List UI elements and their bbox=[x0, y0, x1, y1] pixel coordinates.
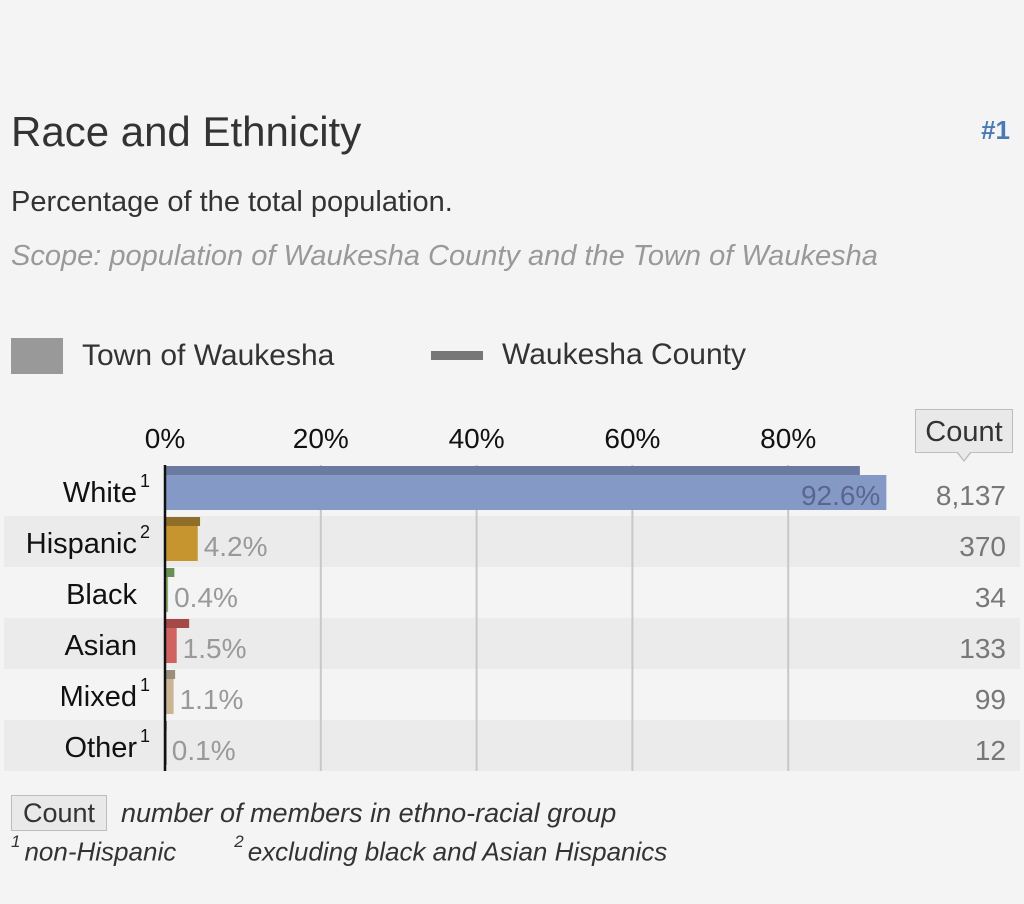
page-title: Race and Ethnicity bbox=[11, 108, 362, 155]
category-footnote-mark: 2 bbox=[140, 522, 150, 542]
category-label: Asian bbox=[64, 630, 137, 662]
footnote-1: 1 non-Hispanic bbox=[11, 832, 177, 868]
count-value: 12 bbox=[975, 735, 1006, 766]
footnote-count-desc: number of members in ethno-racial group bbox=[121, 797, 617, 828]
x-tick-label: 80% bbox=[760, 423, 816, 454]
row-stripe bbox=[4, 720, 1020, 771]
legend-county-label: Waukesha County bbox=[502, 338, 747, 371]
count-value: 8,137 bbox=[936, 480, 1006, 511]
footnote-2-text: excluding black and Asian Hispanics bbox=[247, 836, 668, 867]
row-stripe bbox=[4, 618, 1020, 669]
category-label: Black bbox=[66, 579, 137, 611]
footnote-1-mark: 1 bbox=[11, 832, 21, 851]
town-bar bbox=[165, 526, 198, 561]
chart-subtitle: Percentage of the total population. bbox=[11, 186, 453, 218]
footnote-2-mark: 2 bbox=[234, 832, 244, 851]
count-header-caret-fill bbox=[958, 452, 970, 460]
town-bar bbox=[165, 577, 169, 612]
category-footnote-mark: 1 bbox=[140, 471, 150, 491]
category-label: White bbox=[63, 477, 137, 509]
county-bar bbox=[165, 568, 175, 577]
rank-link[interactable]: #1 bbox=[981, 115, 1010, 145]
count-value: 34 bbox=[975, 582, 1006, 613]
county-bar bbox=[165, 466, 860, 475]
footnote-count: Count number of members in ethno-racial … bbox=[11, 795, 616, 831]
value-label: 0.4% bbox=[174, 582, 238, 613]
x-tick-label: 60% bbox=[604, 423, 660, 454]
value-label: 4.2% bbox=[204, 531, 268, 562]
town-bar bbox=[165, 679, 174, 714]
footnote-2: 2 excluding black and Asian Hispanics bbox=[234, 832, 668, 868]
chart-scope: Scope: population of Waukesha County and… bbox=[11, 240, 878, 272]
category-label: Mixed bbox=[60, 681, 137, 713]
legend-county-swatch bbox=[431, 350, 483, 360]
x-tick-label: 0% bbox=[145, 423, 185, 454]
footnote-count-badge: Count bbox=[11, 795, 107, 831]
count-value: 133 bbox=[959, 633, 1006, 664]
count-column-header[interactable]: Count bbox=[915, 409, 1013, 453]
count-value: 370 bbox=[959, 531, 1006, 562]
x-tick-label: 20% bbox=[293, 423, 349, 454]
value-label: 0.1% bbox=[172, 735, 236, 766]
county-bar bbox=[165, 517, 201, 526]
category-label: Hispanic bbox=[26, 528, 137, 560]
category-footnote-mark: 1 bbox=[140, 675, 150, 695]
legend-town-swatch bbox=[11, 338, 63, 374]
legend-county: Waukesha County bbox=[431, 338, 746, 372]
value-label: 1.5% bbox=[183, 633, 247, 664]
category-footnote-mark: 1 bbox=[140, 726, 150, 746]
footnotes: 1 non-Hispanic 2 excluding black and Asian… bbox=[11, 832, 668, 868]
count-value: 99 bbox=[975, 684, 1006, 715]
value-label: 92.6% bbox=[801, 480, 880, 511]
row-stripe bbox=[4, 516, 1020, 567]
town-bar bbox=[165, 628, 177, 663]
footnote-1-text: non-Hispanic bbox=[24, 836, 177, 867]
legend-town: Town of Waukesha bbox=[11, 338, 334, 374]
value-label: 1.1% bbox=[180, 684, 244, 715]
town-bar bbox=[165, 475, 887, 510]
x-tick-label: 40% bbox=[449, 423, 505, 454]
category-label: Other bbox=[64, 732, 137, 764]
county-bar bbox=[165, 670, 176, 679]
legend-town-label: Town of Waukesha bbox=[82, 339, 335, 372]
county-bar bbox=[165, 619, 190, 628]
